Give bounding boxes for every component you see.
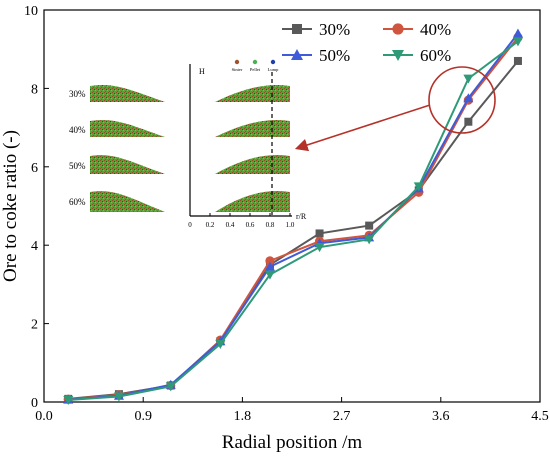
- inset-legend-dot: [270, 59, 276, 65]
- inset-x-tick-label: 0.6: [246, 221, 255, 229]
- data-point: [264, 270, 275, 280]
- data-point: [315, 229, 324, 238]
- annotation-arrow: [294, 104, 431, 152]
- x-tick-label: 0.0: [35, 409, 53, 424]
- x-axis-label: Radial position /m: [222, 432, 363, 453]
- data-point: [365, 221, 374, 230]
- data-point: [63, 396, 74, 406]
- y-tick-label: 10: [24, 4, 38, 19]
- inset-x-tick-label: 1.0: [286, 221, 295, 229]
- x-tick-label: 4.5: [531, 409, 549, 424]
- data-point: [364, 235, 375, 245]
- x-tick-label: 1.8: [234, 409, 252, 424]
- x-tick-label: 3.6: [432, 409, 450, 424]
- inset-pile-right: [215, 119, 290, 137]
- data-point: [463, 93, 474, 103]
- y-tick-label: 2: [31, 318, 38, 333]
- highlight-circle: [428, 66, 496, 134]
- data-point: [464, 117, 473, 126]
- series-line: [68, 32, 519, 401]
- inset-pile-right: [215, 190, 290, 212]
- data-point: [413, 182, 424, 192]
- inset-pile-left: [90, 191, 165, 212]
- inset-legend-label: Lump: [268, 67, 279, 72]
- legend-label: 60%: [420, 46, 451, 65]
- inset-row-label: 50%: [69, 161, 86, 171]
- legend-label: 40%: [420, 20, 451, 39]
- inset-legend-dot: [252, 59, 258, 65]
- inset-x-axis-label: r/R: [296, 212, 307, 221]
- data-point: [113, 392, 124, 402]
- data-point: [314, 243, 325, 253]
- x-tick-label: 0.9: [134, 409, 152, 424]
- data-point: [215, 339, 226, 349]
- inset-row-40: [90, 119, 290, 137]
- series-60pct: [63, 37, 523, 406]
- data-point: [513, 56, 522, 65]
- y-tick-label: 4: [31, 239, 38, 254]
- inset-pile-right: [215, 154, 290, 174]
- series-line: [68, 40, 519, 402]
- inset-x-tick-label: 0.2: [206, 221, 215, 229]
- x-tick-label: 2.7: [333, 409, 351, 424]
- legend-label: 50%: [319, 46, 350, 65]
- inset-legend: Sinter Pellet Lump: [232, 59, 279, 72]
- inset-y-axis-label: H: [199, 67, 205, 76]
- legend-marker: [291, 49, 303, 60]
- inset-legend-label: Pellet: [250, 67, 261, 72]
- inset-x-tick-label: 0: [188, 221, 192, 229]
- inset-pile-left: [90, 84, 165, 102]
- inset-row-60: [90, 190, 290, 212]
- y-tick-label: 6: [31, 161, 38, 176]
- series-layer: [63, 28, 523, 406]
- inset-x-tick-label: 0.8: [266, 221, 275, 229]
- legend-marker: [292, 24, 302, 34]
- y-axis-label: Ore to coke ratio (-): [0, 130, 21, 282]
- inset-row-50: [90, 154, 290, 174]
- y-tick-label: 0: [31, 396, 38, 411]
- inset-row-label: 40%: [69, 125, 86, 135]
- legend: 30% 40% 50% 60%: [282, 20, 451, 65]
- inset-x-ticks: 0 0.2 0.4 0.6 0.8 1.0: [188, 213, 295, 229]
- inset-x-tick-label: 0.4: [226, 221, 235, 229]
- data-point: [165, 382, 176, 392]
- inset-row-label: 30%: [69, 89, 86, 99]
- inset-pile-left: [90, 155, 165, 174]
- inset-row-label: 60%: [69, 197, 86, 207]
- inset-legend-label: Sinter: [232, 67, 243, 72]
- data-point: [463, 74, 474, 84]
- x-axis: 0.0 0.9 1.8 2.7 3.6 4.5: [35, 397, 549, 424]
- inset-legend-dot: [234, 59, 240, 65]
- inset-row-30: [90, 84, 290, 102]
- data-point: [512, 28, 523, 38]
- legend-marker: [392, 50, 404, 61]
- inset-image: H r/R 0 0.2 0.4 0.6 0.8 1.0 30% 40% 50% 60% S…: [60, 59, 307, 232]
- legend-marker: [392, 23, 404, 35]
- legend-label: 30%: [319, 20, 350, 39]
- data-point: [264, 261, 275, 271]
- y-axis: 0 2 4 6 8 10: [24, 4, 49, 411]
- data-point: [512, 37, 523, 47]
- data-point: [265, 256, 275, 266]
- y-tick-label: 8: [31, 82, 38, 97]
- plot-frame: [43, 9, 541, 403]
- inset-pile-left: [90, 119, 165, 137]
- inset-pile-right: [215, 84, 290, 102]
